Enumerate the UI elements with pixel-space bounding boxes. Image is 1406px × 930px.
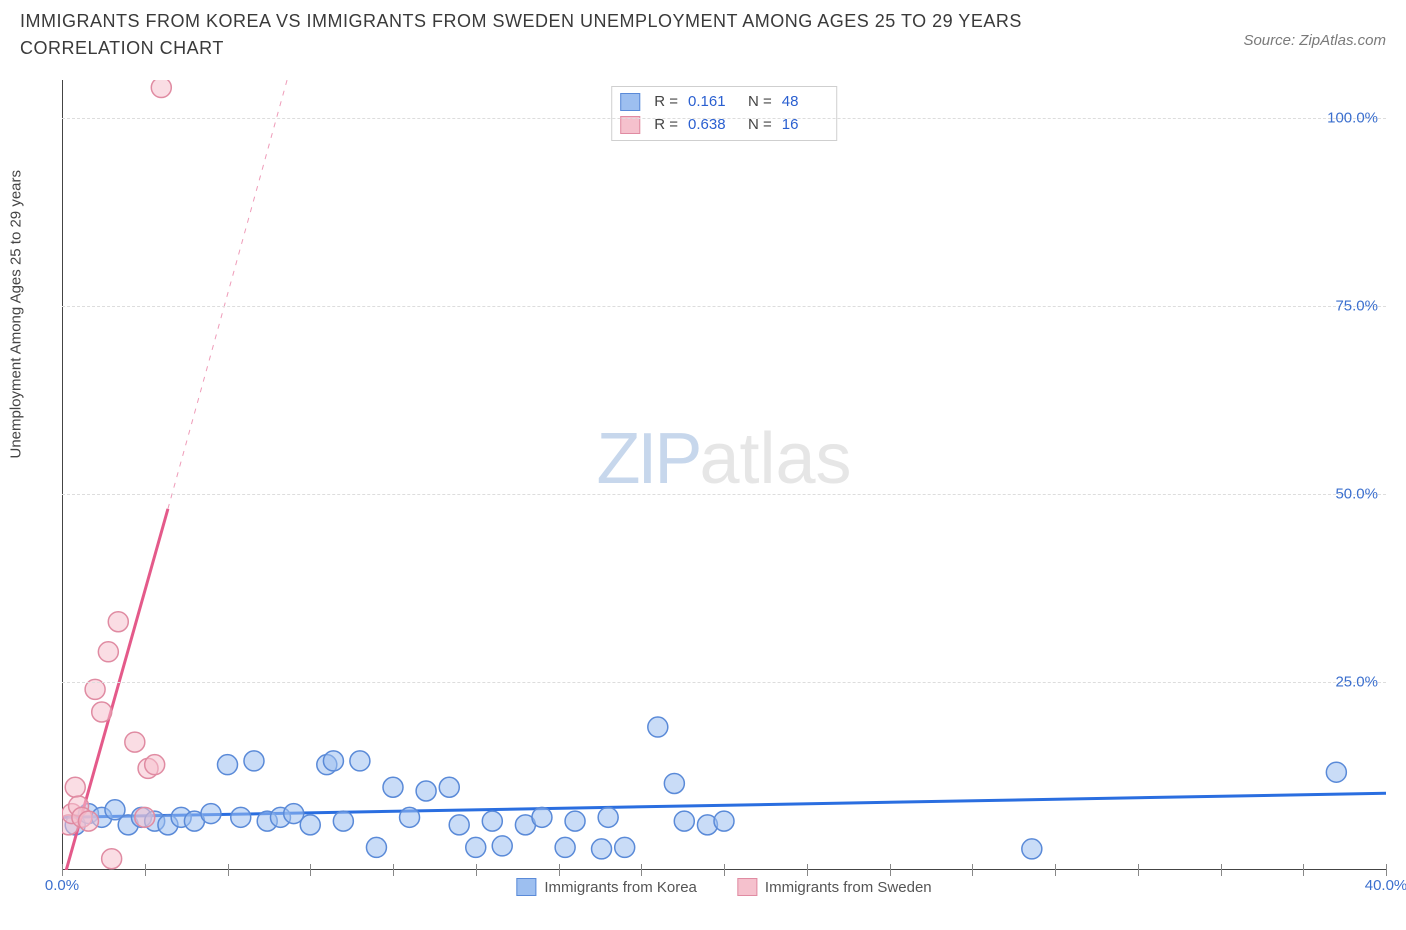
- data-point: [231, 807, 251, 827]
- data-point: [218, 755, 238, 775]
- data-point: [532, 807, 552, 827]
- data-point: [674, 811, 694, 831]
- trend-line-dash: [168, 80, 287, 509]
- data-point: [714, 811, 734, 831]
- x-tick: [724, 864, 725, 876]
- data-point: [244, 751, 264, 771]
- data-point: [108, 612, 128, 632]
- data-point: [449, 815, 469, 835]
- data-point: [98, 642, 118, 662]
- y-tick-label: 50.0%: [1335, 485, 1378, 502]
- legend-label-sweden: Immigrants from Sweden: [765, 879, 932, 896]
- data-point: [648, 717, 668, 737]
- data-point: [400, 807, 420, 827]
- series-legend: Immigrants from Korea Immigrants from Sw…: [516, 878, 931, 896]
- data-point: [366, 837, 386, 857]
- data-point: [555, 837, 575, 857]
- x-tick: [559, 864, 560, 876]
- x-tick: [1303, 864, 1304, 876]
- swatch-korea: [620, 93, 640, 111]
- data-point: [201, 804, 221, 824]
- source-text: Source: ZipAtlas.com: [1243, 32, 1386, 49]
- x-tick-label: 0.0%: [45, 877, 79, 894]
- x-tick-label: 40.0%: [1365, 877, 1406, 894]
- data-point: [492, 836, 512, 856]
- data-point: [466, 837, 486, 857]
- data-point: [664, 773, 684, 793]
- data-point: [565, 811, 585, 831]
- gridline: [62, 494, 1386, 495]
- data-point: [1326, 762, 1346, 782]
- gridline: [62, 306, 1386, 307]
- data-point: [333, 811, 353, 831]
- y-tick-label: 25.0%: [1335, 673, 1378, 690]
- stats-row-korea: R = 0.161 N = 48: [620, 91, 828, 114]
- x-tick: [1221, 864, 1222, 876]
- chart-title: IMMIGRANTS FROM KOREA VS IMMIGRANTS FROM…: [20, 8, 1120, 62]
- gridline: [62, 682, 1386, 683]
- data-point: [615, 837, 635, 857]
- x-tick: [972, 864, 973, 876]
- r-label: R =: [654, 91, 678, 114]
- data-point: [439, 777, 459, 797]
- data-point: [323, 751, 343, 771]
- data-point: [300, 815, 320, 835]
- data-point: [92, 702, 112, 722]
- legend-item-korea: Immigrants from Korea: [516, 878, 697, 896]
- swatch-sweden-icon: [737, 878, 757, 896]
- data-point: [65, 777, 85, 797]
- data-point: [135, 807, 155, 827]
- stats-legend: R = 0.161 N = 48 R = 0.638 N = 16: [611, 86, 837, 141]
- x-tick: [393, 864, 394, 876]
- r-value-korea: 0.161: [688, 91, 734, 114]
- n-label: N =: [748, 91, 772, 114]
- x-tick: [228, 864, 229, 876]
- x-tick: [1386, 864, 1387, 876]
- data-point: [151, 80, 171, 98]
- data-point: [125, 732, 145, 752]
- data-point: [598, 807, 618, 827]
- data-point: [1022, 839, 1042, 859]
- data-point: [482, 811, 502, 831]
- x-tick: [1138, 864, 1139, 876]
- x-tick: [807, 864, 808, 876]
- data-point: [78, 811, 98, 831]
- x-tick: [890, 864, 891, 876]
- data-point: [383, 777, 403, 797]
- data-point: [145, 755, 165, 775]
- data-point: [350, 751, 370, 771]
- legend-label-korea: Immigrants from Korea: [544, 879, 697, 896]
- x-tick: [641, 864, 642, 876]
- y-axis-label: Unemployment Among Ages 25 to 29 years: [8, 170, 25, 459]
- gridline: [62, 118, 1386, 119]
- n-value-korea: 48: [782, 91, 828, 114]
- chart-plot-area: ZIPatlas R = 0.161 N = 48 R = 0.638 N = …: [62, 80, 1386, 870]
- x-tick: [62, 864, 63, 876]
- x-tick: [1055, 864, 1056, 876]
- data-point: [102, 849, 122, 869]
- x-tick: [310, 864, 311, 876]
- data-point: [592, 839, 612, 859]
- swatch-korea-icon: [516, 878, 536, 896]
- x-tick: [145, 864, 146, 876]
- y-tick-label: 100.0%: [1327, 109, 1378, 126]
- y-tick-label: 75.0%: [1335, 297, 1378, 314]
- legend-item-sweden: Immigrants from Sweden: [737, 878, 932, 896]
- plot-svg: [62, 80, 1386, 870]
- data-point: [416, 781, 436, 801]
- x-tick: [476, 864, 477, 876]
